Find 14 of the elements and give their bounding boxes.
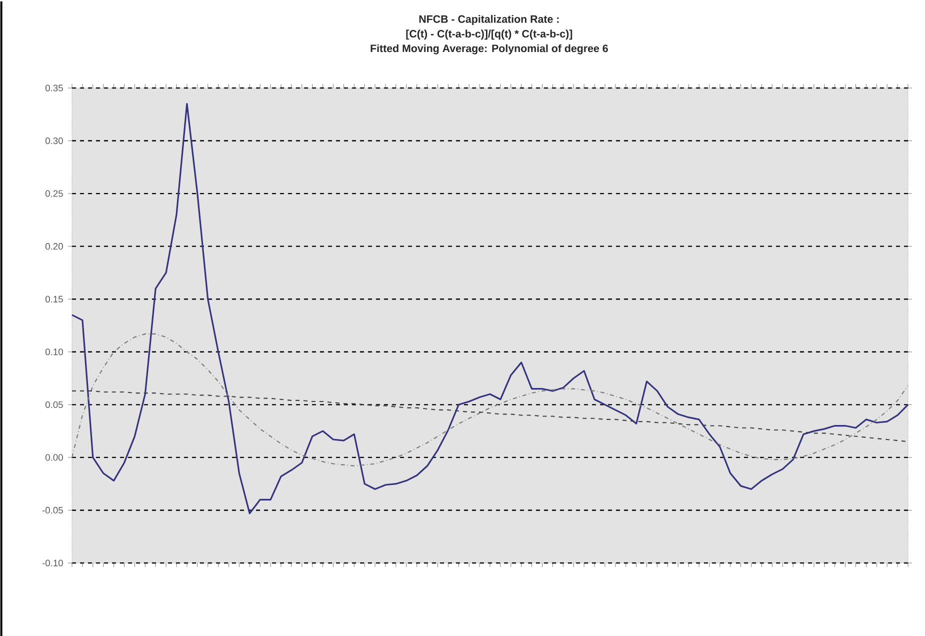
chart-title: NFCB - Capitalization Rate : (419, 15, 559, 25)
y-tick-label: 0.30 (45, 137, 63, 144)
y-tick-label: 0.10 (45, 348, 63, 356)
chart-subtitle: [C(t) - C(t-a-b-c)]/[q(t) * C(t-a-b-c)] (406, 30, 572, 40)
y-tick-label: -0.10 (42, 560, 63, 566)
y-tick-label: 0.35 (45, 84, 63, 92)
text: Fitted Moving Average: Polynomial of degree 6 (370, 44, 608, 54)
y-tick-label: -0.05 (42, 506, 63, 514)
line-series (71, 103, 909, 514)
y-tick-label: 0.15 (45, 296, 63, 302)
y-tick-label: 0.00 (45, 454, 63, 461)
y-tick-label: 0.25 (45, 190, 63, 197)
y-tick-label: 0.20 (45, 243, 63, 250)
y-tick-label: 0.05 (45, 401, 63, 408)
